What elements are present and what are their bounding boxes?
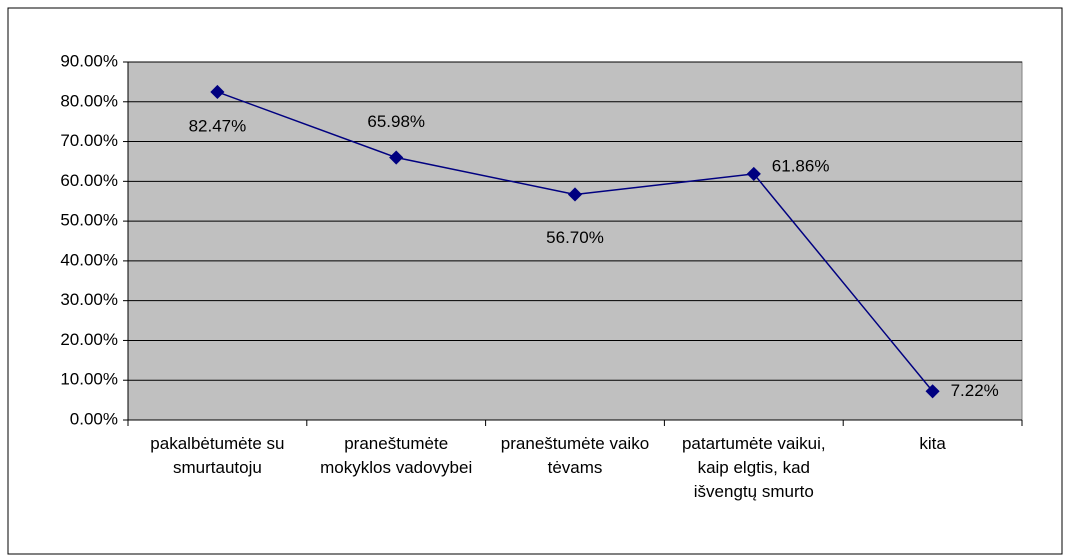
- x-tick-label: kita: [919, 434, 946, 453]
- data-label: 65.98%: [367, 112, 425, 131]
- x-tick-label: praneštumėte vaiko tėvams: [500, 434, 650, 477]
- y-tick-label: 40.00%: [60, 250, 118, 269]
- data-label: 61.86%: [772, 156, 830, 175]
- x-tick-label: pakalbėtumėte su smurtautoju: [150, 434, 285, 477]
- data-label: 82.47%: [189, 116, 247, 135]
- data-label: 56.70%: [546, 228, 604, 247]
- y-tick-label: 70.00%: [60, 131, 118, 150]
- marker: [567, 187, 583, 202]
- y-tick-label: 60.00%: [60, 171, 118, 190]
- marker: [389, 150, 404, 165]
- y-tick-label: 30.00%: [60, 290, 118, 309]
- plot-area: [127, 61, 1023, 421]
- data-label: 7.22%: [951, 381, 999, 400]
- y-tick-label: 0.00%: [70, 409, 118, 428]
- y-tick-label: 20.00%: [60, 330, 118, 349]
- x-tick-label: patartumėte vaikui, kaip elgtis, kad išv…: [681, 434, 826, 501]
- x-tick-label: praneštumėte mokyklos vadovybei: [320, 434, 473, 477]
- y-tick-label: 10.00%: [60, 370, 118, 389]
- y-tick-label: 50.00%: [60, 211, 118, 230]
- y-tick-label: 90.00%: [60, 51, 118, 70]
- marker: [746, 166, 761, 182]
- y-tick-label: 80.00%: [60, 91, 118, 110]
- marker: [925, 384, 940, 399]
